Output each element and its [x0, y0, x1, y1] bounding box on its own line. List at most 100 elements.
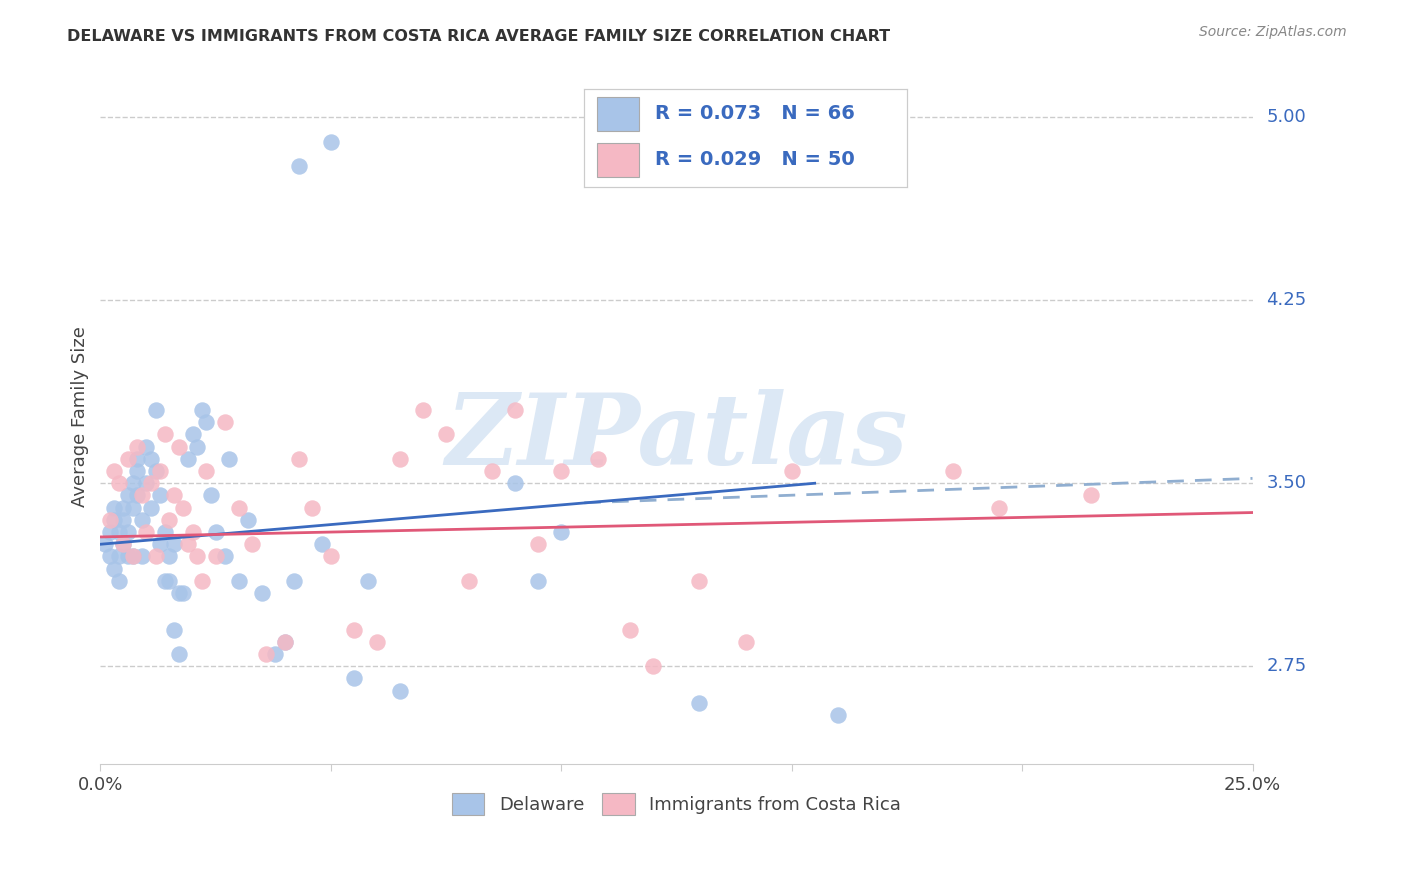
Point: [177, 537, 200, 551]
Point: [131, 549, 153, 564]
Point: [121, 500, 143, 515]
Text: 2.75: 2.75: [1267, 657, 1306, 675]
Point: [458, 574, 481, 588]
Point: [153, 427, 176, 442]
Point: [135, 440, 157, 454]
Legend: Delaware, Immigrants from Costa Rica: Delaware, Immigrants from Costa Rica: [443, 784, 910, 824]
Point: [107, 574, 129, 588]
Text: 5.00: 5.00: [1267, 108, 1306, 127]
Point: [319, 135, 342, 149]
Point: [107, 549, 129, 564]
Point: [127, 440, 149, 454]
Point: [186, 549, 208, 564]
Point: [242, 537, 264, 551]
Point: [228, 574, 250, 588]
Point: [172, 586, 194, 600]
Point: [145, 464, 167, 478]
Point: [98, 549, 121, 564]
Point: [311, 537, 333, 551]
Point: [181, 427, 204, 442]
Point: [112, 537, 135, 551]
Point: [195, 415, 218, 429]
Point: [190, 403, 212, 417]
Point: [388, 683, 411, 698]
Point: [236, 513, 259, 527]
Point: [131, 513, 153, 527]
Point: [434, 427, 457, 442]
Point: [127, 451, 149, 466]
Point: [139, 500, 162, 515]
Point: [127, 488, 149, 502]
Point: [94, 537, 117, 551]
Point: [688, 696, 710, 710]
Y-axis label: Average Family Size: Average Family Size: [72, 326, 89, 507]
Point: [103, 500, 125, 515]
Point: [388, 451, 411, 466]
Point: [412, 403, 434, 417]
Point: [159, 513, 181, 527]
Point: [107, 476, 129, 491]
Point: [204, 524, 226, 539]
Point: [181, 524, 204, 539]
Point: [131, 488, 153, 502]
Point: [343, 623, 366, 637]
Point: [287, 159, 309, 173]
Point: [149, 488, 172, 502]
Point: [190, 574, 212, 588]
Point: [214, 415, 236, 429]
Point: [153, 524, 176, 539]
Point: [103, 464, 125, 478]
Point: [177, 451, 200, 466]
Point: [586, 451, 609, 466]
Text: Source: ZipAtlas.com: Source: ZipAtlas.com: [1199, 25, 1347, 39]
Point: [121, 476, 143, 491]
Point: [135, 524, 157, 539]
Point: [343, 672, 366, 686]
Point: [527, 537, 550, 551]
Point: [117, 549, 139, 564]
Point: [145, 403, 167, 417]
Point: [139, 451, 162, 466]
Point: [112, 513, 135, 527]
Text: 4.25: 4.25: [1267, 292, 1306, 310]
Point: [112, 537, 135, 551]
Point: [159, 549, 181, 564]
Point: [149, 464, 172, 478]
Text: DELAWARE VS IMMIGRANTS FROM COSTA RICA AVERAGE FAMILY SIZE CORRELATION CHART: DELAWARE VS IMMIGRANTS FROM COSTA RICA A…: [67, 29, 890, 44]
Point: [200, 488, 222, 502]
Point: [163, 488, 186, 502]
Point: [734, 635, 756, 649]
Point: [163, 537, 186, 551]
Point: [103, 513, 125, 527]
Point: [287, 451, 309, 466]
Point: [117, 488, 139, 502]
Point: [127, 464, 149, 478]
Point: [214, 549, 236, 564]
Point: [163, 623, 186, 637]
Point: [167, 647, 190, 661]
Point: [301, 500, 323, 515]
Point: [98, 524, 121, 539]
Point: [112, 500, 135, 515]
Point: [153, 574, 176, 588]
Point: [827, 708, 849, 723]
Point: [283, 574, 305, 588]
Point: [988, 500, 1011, 515]
Point: [135, 476, 157, 491]
Point: [228, 500, 250, 515]
Point: [167, 440, 190, 454]
Point: [149, 537, 172, 551]
Point: [250, 586, 273, 600]
Point: [264, 647, 287, 661]
Point: [503, 476, 526, 491]
Point: [139, 476, 162, 491]
Point: [550, 464, 572, 478]
Point: [481, 464, 503, 478]
Point: [688, 574, 710, 588]
Point: [167, 586, 190, 600]
Point: [273, 635, 295, 649]
Point: [780, 464, 803, 478]
Point: [366, 635, 388, 649]
Point: [145, 549, 167, 564]
Point: [356, 574, 378, 588]
